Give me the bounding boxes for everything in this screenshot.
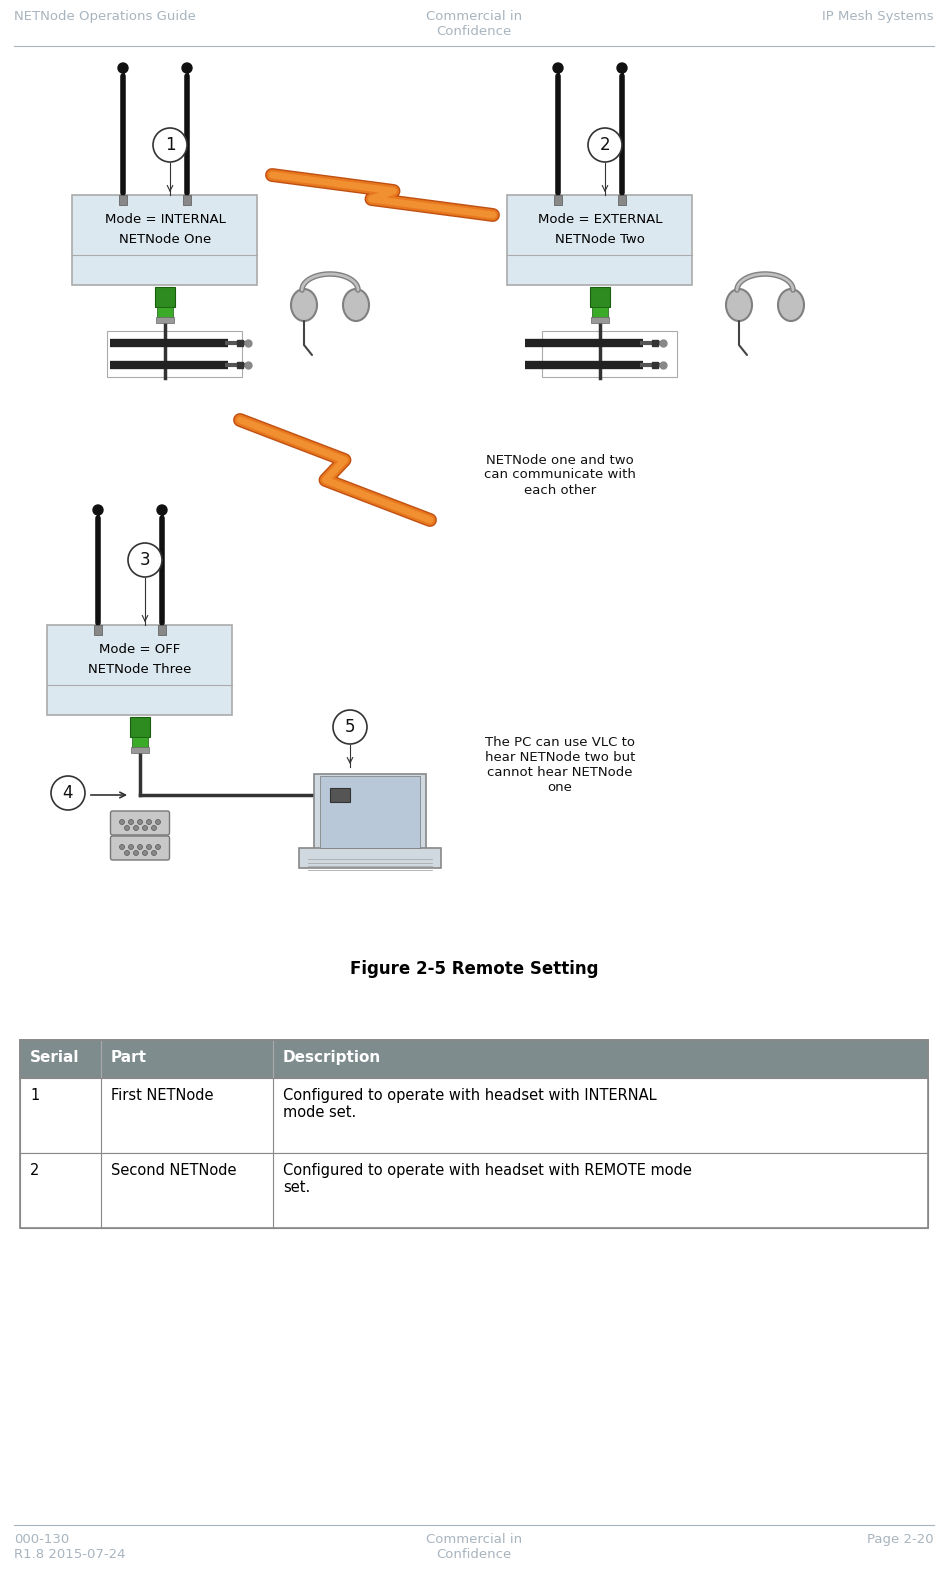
FancyBboxPatch shape (47, 625, 232, 715)
Circle shape (152, 850, 156, 856)
FancyBboxPatch shape (330, 789, 350, 803)
FancyBboxPatch shape (299, 848, 441, 867)
Circle shape (93, 505, 103, 515)
Text: 3: 3 (139, 551, 151, 568)
Text: 4: 4 (63, 784, 73, 803)
Ellipse shape (726, 290, 752, 321)
Circle shape (119, 820, 124, 825)
Text: NETNode Two: NETNode Two (556, 233, 645, 246)
FancyBboxPatch shape (320, 776, 420, 848)
Circle shape (51, 776, 85, 811)
Text: NETNode one and two
can communicate with
each other: NETNode one and two can communicate with… (484, 453, 636, 496)
Circle shape (137, 845, 142, 850)
Circle shape (142, 850, 148, 856)
Text: Configured to operate with headset with INTERNAL
mode set.: Configured to operate with headset with … (283, 1088, 657, 1121)
Ellipse shape (778, 290, 804, 321)
FancyBboxPatch shape (132, 737, 148, 749)
Circle shape (129, 845, 134, 850)
FancyBboxPatch shape (111, 811, 170, 834)
Circle shape (152, 825, 156, 831)
Text: Commercial in
Confidence: Commercial in Confidence (426, 9, 522, 38)
FancyBboxPatch shape (156, 316, 174, 323)
Text: NETNode Three: NETNode Three (88, 663, 191, 675)
Circle shape (588, 127, 622, 162)
Text: Commercial in
Confidence: Commercial in Confidence (426, 1533, 522, 1561)
Circle shape (147, 820, 152, 825)
Text: Figure 2-5 Remote Setting: Figure 2-5 Remote Setting (350, 960, 598, 977)
FancyBboxPatch shape (618, 195, 626, 205)
Circle shape (147, 845, 152, 850)
Text: Configured to operate with headset with REMOTE mode
set.: Configured to operate with headset with … (283, 1163, 692, 1195)
Text: 000-130
R1.8 2015-07-24: 000-130 R1.8 2015-07-24 (14, 1533, 125, 1561)
Circle shape (553, 63, 563, 72)
Circle shape (128, 543, 162, 578)
FancyBboxPatch shape (130, 718, 150, 737)
FancyBboxPatch shape (157, 307, 173, 320)
Text: Mode = INTERNAL: Mode = INTERNAL (104, 212, 226, 227)
Text: Serial: Serial (30, 1050, 80, 1066)
FancyBboxPatch shape (94, 625, 102, 634)
Text: Second NETNode: Second NETNode (111, 1163, 236, 1177)
Circle shape (134, 825, 138, 831)
FancyBboxPatch shape (592, 307, 608, 320)
Text: IP Mesh Systems: IP Mesh Systems (822, 9, 934, 24)
Text: First NETNode: First NETNode (111, 1088, 213, 1103)
FancyBboxPatch shape (155, 286, 175, 307)
Circle shape (153, 127, 187, 162)
Text: 1: 1 (30, 1088, 39, 1103)
Text: Description: Description (283, 1050, 381, 1066)
FancyBboxPatch shape (554, 195, 562, 205)
FancyBboxPatch shape (20, 1154, 928, 1228)
Circle shape (155, 845, 160, 850)
Circle shape (134, 850, 138, 856)
Circle shape (155, 820, 160, 825)
FancyBboxPatch shape (507, 195, 692, 285)
Text: Mode = EXTERNAL: Mode = EXTERNAL (538, 212, 663, 227)
Text: Mode = OFF: Mode = OFF (100, 644, 181, 656)
Circle shape (124, 825, 130, 831)
FancyBboxPatch shape (131, 748, 149, 752)
Text: The PC can use VLC to
hear NETNode two but
cannot hear NETNode
one: The PC can use VLC to hear NETNode two b… (484, 737, 635, 793)
Circle shape (157, 505, 167, 515)
Text: NETNode Operations Guide: NETNode Operations Guide (14, 9, 196, 24)
Circle shape (142, 825, 148, 831)
Text: 2: 2 (30, 1163, 40, 1177)
FancyBboxPatch shape (590, 286, 610, 307)
Text: 2: 2 (600, 135, 611, 154)
Ellipse shape (343, 290, 369, 321)
Text: Page 2-20: Page 2-20 (867, 1533, 934, 1546)
FancyBboxPatch shape (72, 195, 258, 285)
Circle shape (333, 710, 367, 745)
Circle shape (617, 63, 627, 72)
Text: 1: 1 (165, 135, 175, 154)
FancyBboxPatch shape (20, 1078, 928, 1154)
Text: Part: Part (111, 1050, 147, 1066)
FancyBboxPatch shape (119, 195, 127, 205)
FancyBboxPatch shape (314, 774, 426, 856)
FancyBboxPatch shape (111, 836, 170, 859)
Circle shape (129, 820, 134, 825)
Text: NETNode One: NETNode One (118, 233, 211, 246)
Circle shape (119, 845, 124, 850)
Circle shape (182, 63, 192, 72)
Circle shape (137, 820, 142, 825)
Circle shape (124, 850, 130, 856)
FancyBboxPatch shape (158, 625, 166, 634)
FancyBboxPatch shape (591, 316, 609, 323)
Ellipse shape (291, 290, 317, 321)
FancyBboxPatch shape (183, 195, 191, 205)
Circle shape (118, 63, 128, 72)
Text: 5: 5 (345, 718, 356, 737)
FancyBboxPatch shape (20, 1040, 928, 1078)
